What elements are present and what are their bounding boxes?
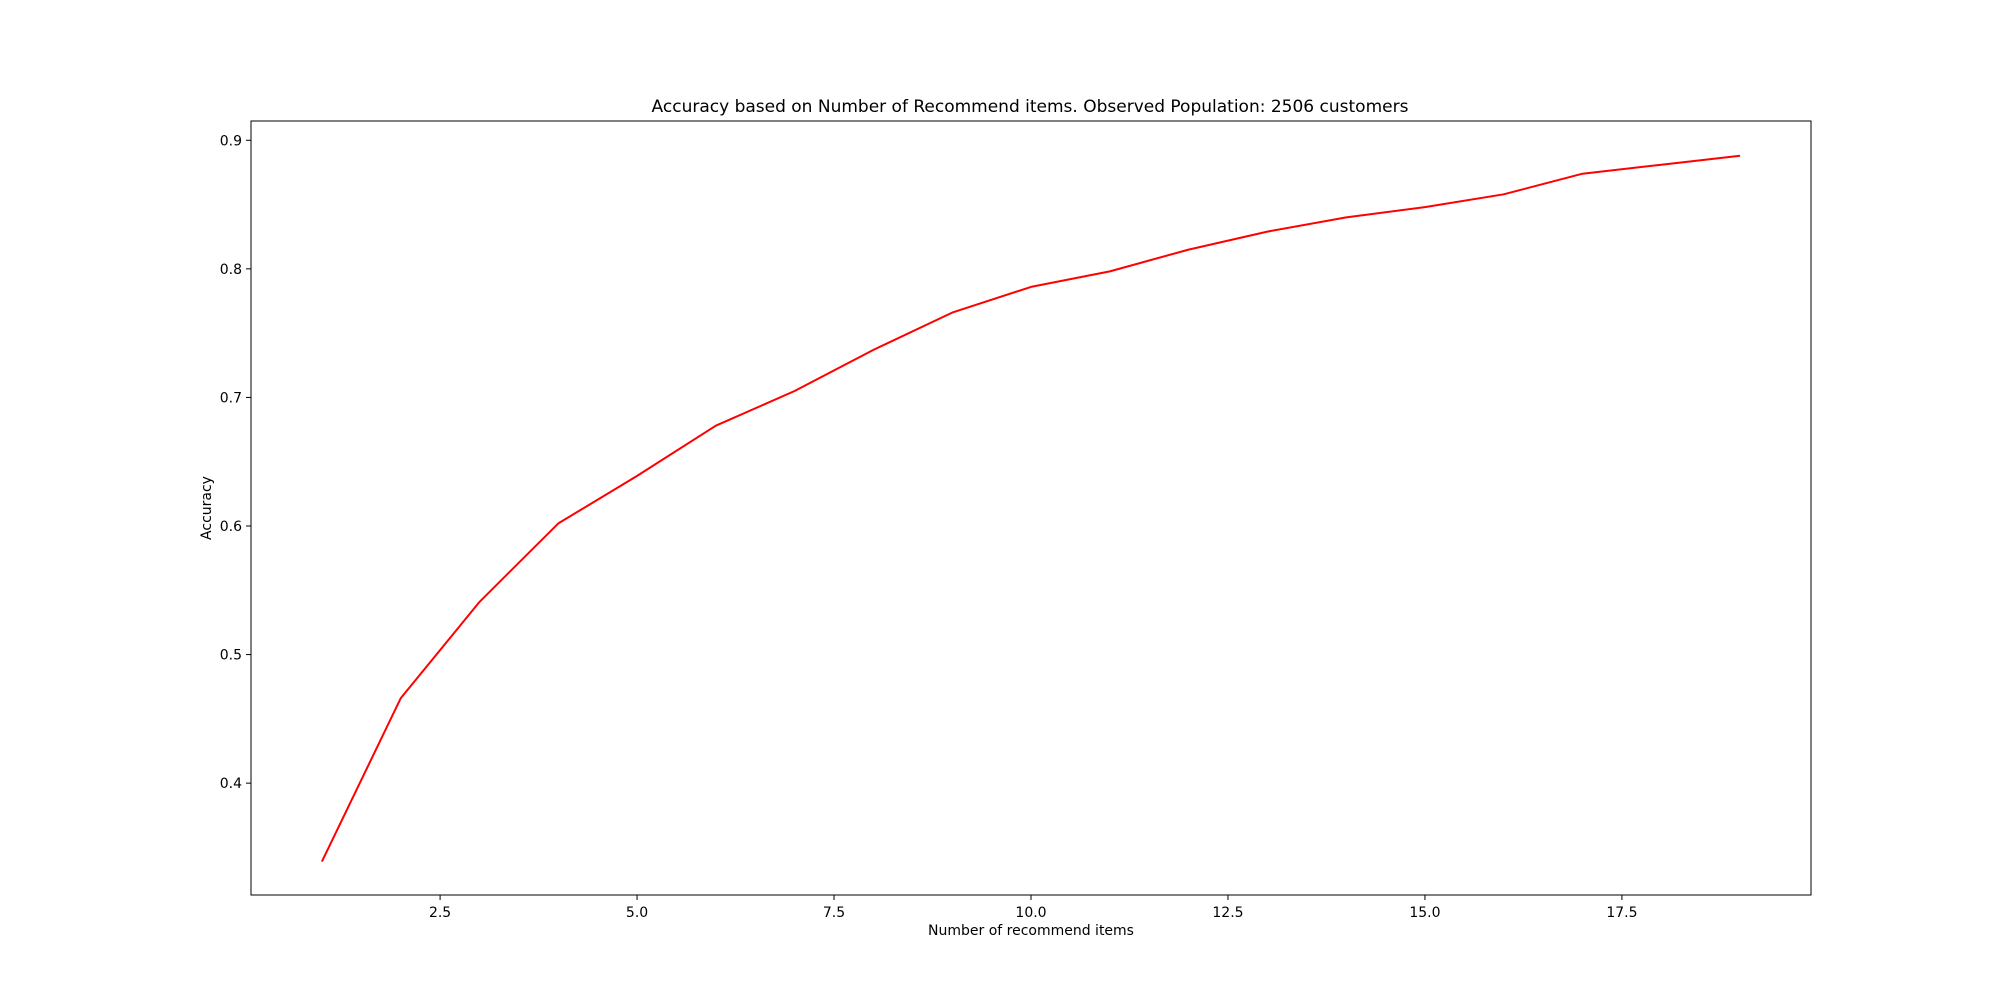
y-tick-label: 0.5 (220, 648, 242, 664)
x-tick-label: 17.5 (1606, 905, 1637, 921)
x-tick-label: 5.0 (626, 905, 648, 921)
x-tick-label: 12.5 (1212, 905, 1243, 921)
x-tick-label: 7.5 (823, 905, 845, 921)
y-axis: 0.4 0.5 0.6 0.7 0.8 0.9 (220, 133, 251, 792)
y-tick-label: 0.6 (220, 519, 242, 535)
series-layer (320, 154, 1741, 863)
x-tick-label: 2.5 (429, 905, 451, 921)
y-tick-label: 0.8 (220, 262, 242, 278)
x-tick-label: 10.0 (1015, 905, 1046, 921)
y-axis-title: Accuracy (199, 476, 215, 540)
plot-background (251, 121, 1811, 895)
x-axis: 2.5 5.0 7.5 10.0 12.5 15.0 17.5 (429, 895, 1637, 921)
y-tick-label: 0.4 (220, 776, 242, 792)
chart-title: Accuracy based on Number of Recommend it… (652, 97, 1409, 117)
x-axis-title: Number of recommend items (928, 923, 1134, 939)
y-tick-label: 0.7 (220, 390, 242, 406)
accuracy-series-line (320, 154, 1741, 863)
plot-area (250, 120, 1812, 896)
y-tick-label: 0.9 (220, 133, 242, 149)
x-tick-label: 15.0 (1409, 905, 1440, 921)
